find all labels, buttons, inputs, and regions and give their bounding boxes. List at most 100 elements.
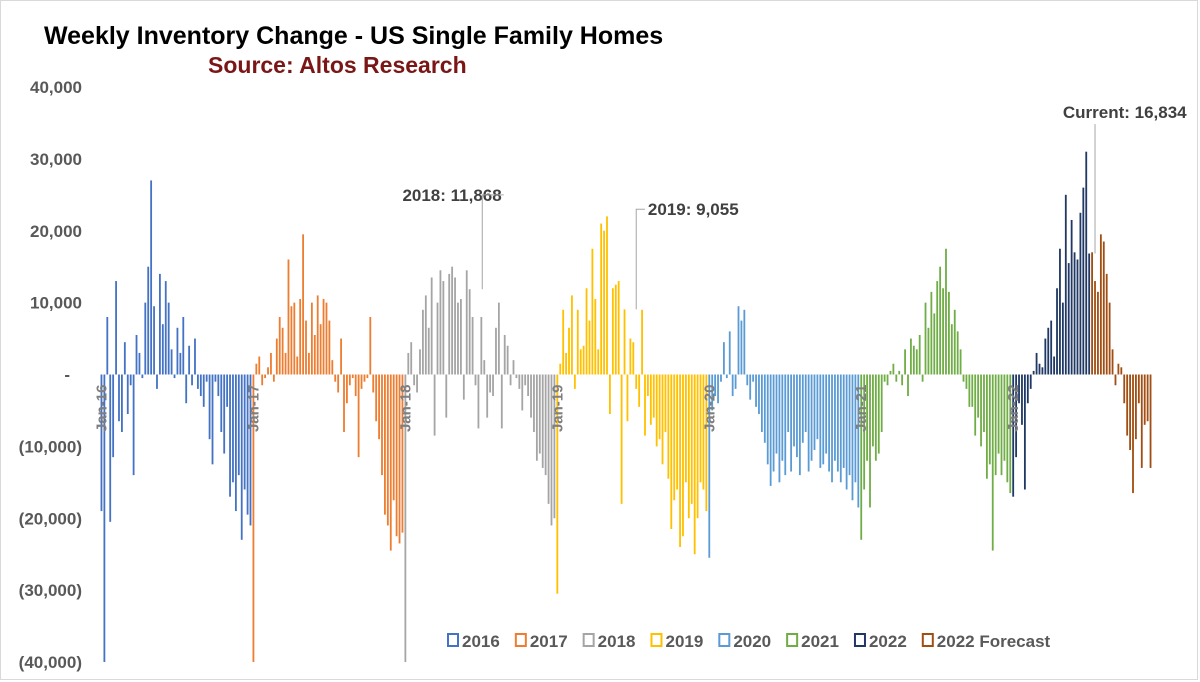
bar: [261, 374, 264, 386]
bar: [623, 309, 626, 375]
y-axis: 40,000 30,000 20,000 10,000 - (10,000) (20,000…: [19, 78, 82, 672]
bar: [728, 331, 731, 375]
bar: [977, 374, 980, 418]
bar: [573, 374, 576, 389]
bar: [690, 374, 693, 504]
bar: [310, 302, 313, 375]
bar: [194, 338, 196, 375]
bar: [834, 374, 836, 461]
bar: [223, 374, 226, 454]
bar: [167, 302, 170, 375]
bar: [506, 345, 509, 375]
bar: [708, 374, 711, 558]
bar: [188, 345, 191, 375]
bar: [1015, 374, 1018, 458]
bar: [378, 374, 380, 440]
bar: [962, 374, 965, 382]
bar: [237, 374, 240, 476]
bar: [591, 248, 594, 375]
legend-swatch: [786, 633, 799, 647]
bar: [346, 374, 348, 404]
bar: [284, 352, 287, 375]
bar: [807, 374, 810, 472]
bar: [693, 374, 696, 555]
legend-swatch: [582, 633, 595, 647]
bar: [454, 277, 456, 375]
legend-label: 2018: [598, 632, 636, 651]
legend-item: 2019: [650, 632, 703, 651]
bar: [457, 302, 459, 375]
bar: [804, 374, 807, 432]
bar: [1105, 273, 1108, 375]
bar: [898, 370, 901, 375]
y-tick-label: 20,000: [30, 222, 82, 241]
bar: [737, 306, 740, 375]
bar: [553, 374, 556, 519]
bar: [842, 374, 845, 468]
bar: [649, 374, 652, 425]
legend-swatch: [921, 633, 934, 647]
bar: [249, 374, 252, 526]
bar: [819, 374, 822, 468]
bar: [340, 338, 342, 375]
series-2020: [708, 306, 860, 558]
annotation-label: Current: 16,834: [1063, 103, 1187, 122]
bar: [135, 334, 138, 375]
bar: [477, 374, 480, 429]
bar: [489, 374, 492, 393]
bar: [208, 374, 211, 440]
leader-line: [481, 194, 504, 290]
legend-item: 2020: [718, 632, 771, 651]
bar: [115, 281, 117, 375]
x-axis: Jan-16 Jan-17 Jan-18 Jan-19 Jan-20 Jan-21 Jan-…: [93, 385, 1022, 433]
series-2016: [100, 180, 252, 662]
bar: [290, 306, 293, 375]
bar: [1050, 320, 1053, 375]
bar: [685, 374, 687, 483]
bar: [559, 363, 562, 375]
bar: [746, 374, 749, 386]
bar: [848, 374, 851, 476]
bar: [267, 367, 269, 375]
bar: [994, 374, 997, 476]
bar: [395, 374, 398, 537]
bar: [1059, 248, 1061, 375]
bar: [530, 374, 532, 418]
bar: [860, 374, 863, 540]
legend: 2016 2017 2018 2019 2020 2021 2022 2022 Forecas…: [447, 632, 1051, 651]
bar: [1044, 338, 1047, 375]
bar: [451, 266, 454, 375]
bar: [234, 374, 237, 512]
bar: [579, 349, 582, 375]
bar: [126, 374, 129, 415]
bar: [121, 374, 123, 432]
bar: [1061, 302, 1064, 375]
bar: [348, 374, 351, 386]
bar: [673, 374, 676, 501]
bar: [512, 360, 515, 375]
series-2022: [1012, 151, 1091, 497]
bar: [1132, 374, 1134, 494]
bar: [810, 374, 813, 461]
bar: [541, 374, 544, 468]
legend-swatch: [718, 633, 731, 647]
x-tick-label: Jan-21: [853, 385, 870, 433]
bar: [892, 363, 895, 375]
bar: [980, 374, 982, 447]
bar: [576, 309, 579, 375]
bar: [173, 374, 176, 379]
bar: [1111, 349, 1114, 375]
bar: [720, 374, 722, 382]
bar: [1041, 367, 1044, 375]
x-tick-label: Jan-19: [549, 385, 566, 433]
bar: [813, 374, 816, 450]
bar: [609, 374, 611, 415]
bar: [448, 273, 451, 375]
bars-layer: [100, 151, 1152, 662]
bar: [316, 295, 319, 375]
bar: [427, 327, 430, 375]
bar: [629, 338, 632, 375]
bar: [459, 299, 462, 375]
bar: [1108, 302, 1111, 375]
